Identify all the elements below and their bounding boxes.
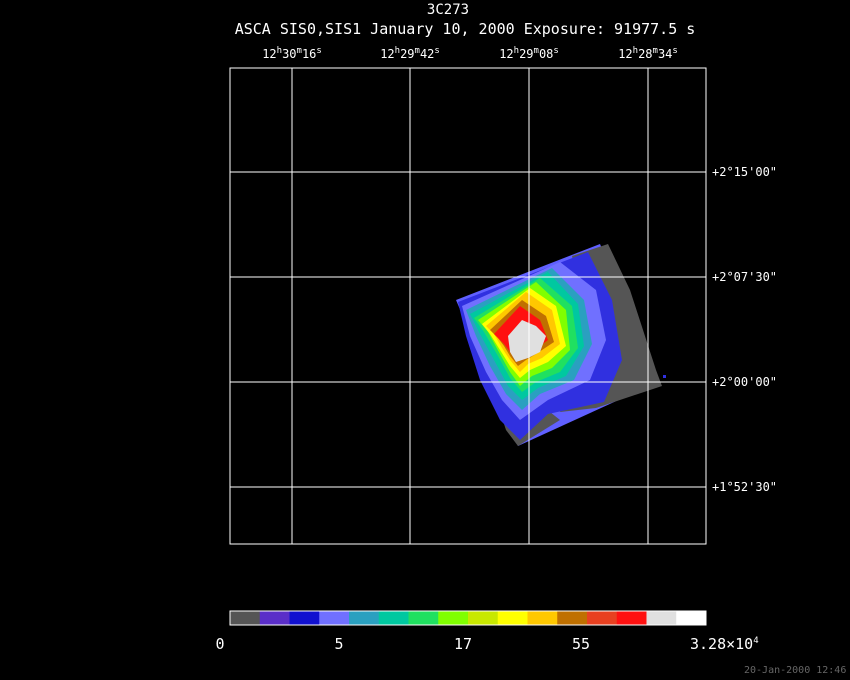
ra-tick-label: 12h29m42s — [380, 46, 440, 61]
colorbar-segment — [587, 611, 618, 625]
colorbar-segment — [527, 611, 558, 625]
colorbar-segment — [557, 611, 588, 625]
colorbar-segment — [676, 611, 707, 625]
plot-title: 3C273 — [426, 2, 470, 18]
colorbar-segment — [497, 611, 528, 625]
colorbar — [230, 611, 707, 625]
ra-tick-label: 12h29m08s — [499, 46, 559, 61]
dec-tick-label: +2°15'00" — [712, 165, 778, 179]
xray-intensity-map — [456, 244, 666, 446]
colorbar-tick-label: 17 — [453, 635, 473, 653]
colorbar-segment — [289, 611, 320, 625]
colorbar-segment — [646, 611, 677, 625]
colorbar-segment — [378, 611, 409, 625]
ra-tick-label: 12h30m16s — [262, 46, 322, 61]
plot-subtitle: ASCA SIS0,SIS1 January 10, 2000 Exposure… — [234, 20, 696, 38]
colorbar-tick-label: 5 — [334, 635, 344, 653]
colorbar-segment — [319, 611, 350, 625]
colorbar-tick-label: 0 — [215, 635, 225, 653]
colorbar-tick-label: 55 — [571, 635, 591, 653]
plot-frame — [229, 67, 707, 545]
dec-tick-label: +1°52'30" — [712, 480, 778, 494]
colorbar-segment — [616, 611, 647, 625]
colorbar-frame — [229, 610, 707, 626]
dec-tick-label: +2°07'30" — [712, 270, 778, 284]
colorbar-segment — [408, 611, 439, 625]
ra-tick-label: 12h28m34s — [618, 46, 678, 61]
dec-tick-label: +2°00'00" — [712, 375, 778, 389]
coordinate-grid — [230, 68, 706, 544]
colorbar-segment — [468, 611, 499, 625]
colorbar-segment — [230, 611, 261, 625]
colorbar-segment — [438, 611, 469, 625]
colorbar-segment — [349, 611, 380, 625]
colorbar-max-label: 3.28×104 — [690, 635, 759, 653]
timestamp: 20-Jan-2000 12:46 — [744, 665, 847, 676]
colorbar-segment — [259, 611, 290, 625]
